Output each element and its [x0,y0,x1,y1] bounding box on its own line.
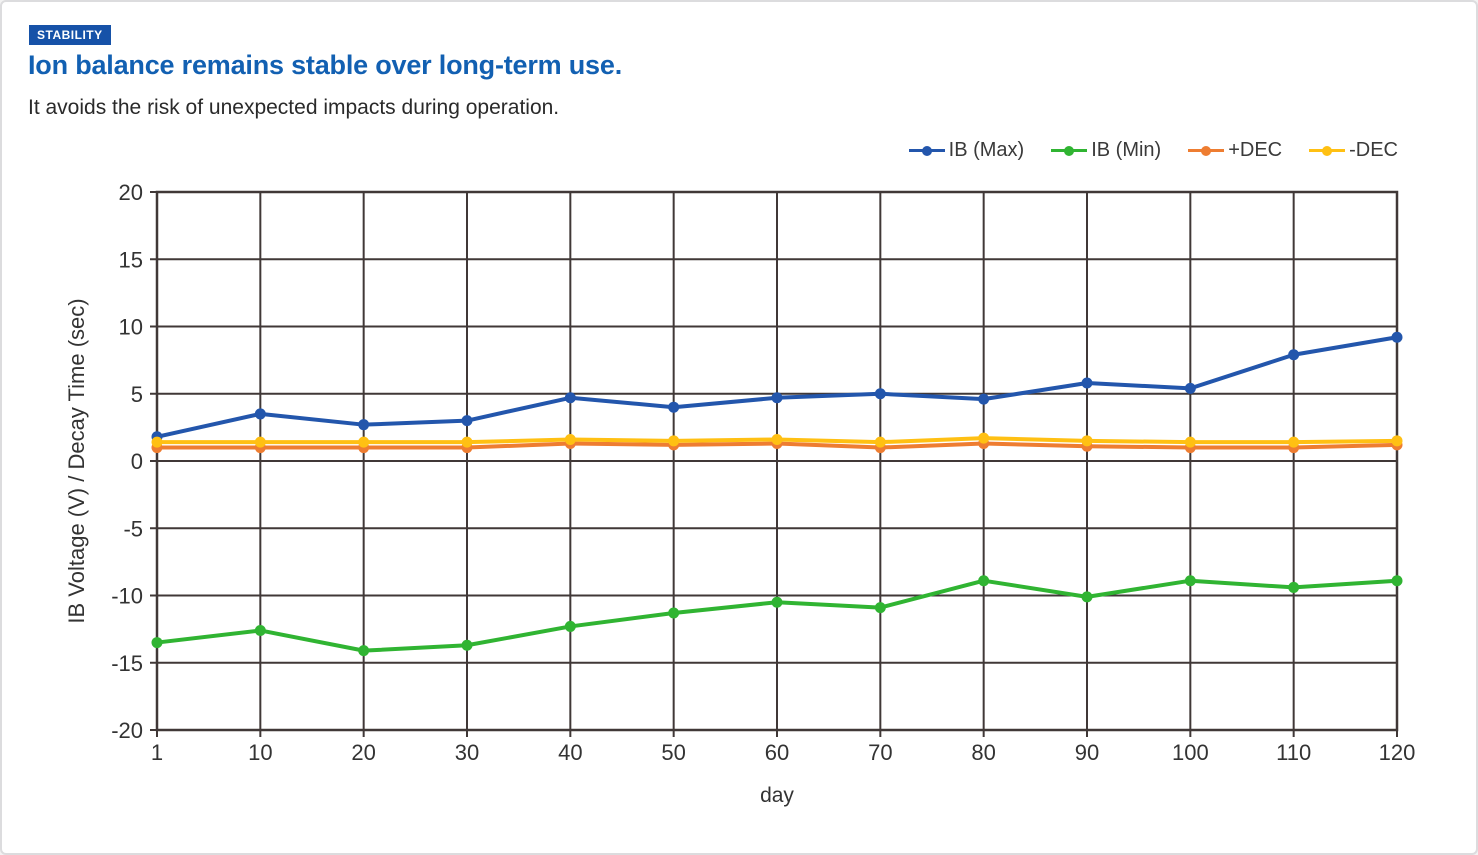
data-point [1081,591,1093,603]
legend-item-plus-dec: +DEC [1188,139,1282,162]
data-point [978,432,990,444]
x-tick-label: 70 [868,740,892,765]
data-point [1184,382,1196,394]
data-point [461,639,473,651]
data-point [771,433,783,445]
data-point [1184,436,1196,448]
legend-label: IB (Max) [948,139,1025,161]
data-point [1288,349,1300,361]
plot-border [155,190,1399,732]
y-tick-label: 5 [131,382,143,407]
y-tick-label: 20 [119,180,143,205]
x-tick-label: 100 [1172,740,1209,765]
data-point [151,637,163,649]
data-point [978,393,990,405]
x-tick-label: 50 [661,740,685,765]
legend-item-minus-dec: -DEC [1309,139,1398,162]
legend-label: +DEC [1228,139,1283,161]
data-point [1288,581,1300,593]
data-point [771,596,783,608]
data-point [1288,436,1300,448]
x-tick-label: 20 [351,740,375,765]
x-tick-label: 60 [765,740,789,765]
y-tick-label: -20 [111,718,143,743]
legend-marker-icon [1188,145,1225,156]
data-point [771,392,783,404]
data-point [874,436,886,448]
legend-label: IB (Min) [1091,139,1162,161]
data-point [668,401,680,413]
legend-label: -DEC [1349,139,1398,161]
data-point [1081,435,1093,447]
stability-badge: STABILITY [29,25,111,46]
data-point [358,645,370,657]
data-point [668,607,680,619]
x-tick-label: 90 [1075,740,1099,765]
data-point [254,436,266,448]
legend-dot-icon [1201,145,1212,156]
data-point [1184,575,1196,587]
data-point [874,388,886,400]
legend-marker-icon [1309,145,1346,156]
legend-marker-icon [908,145,945,156]
x-tick-label: 110 [1276,740,1311,765]
x-tick-label: 80 [971,740,995,765]
data-point [254,408,266,420]
data-point [1391,435,1403,447]
data-point [461,436,473,448]
data-point [1391,575,1403,587]
y-tick-label: 0 [131,449,143,474]
data-point [1391,331,1403,343]
data-point [564,620,576,632]
data-point [358,419,370,431]
page-subtitle: It avoids the risk of unexpected impacts… [28,96,560,119]
data-point [358,436,370,448]
legend-marker-icon [1051,145,1088,156]
legend-item-ib-min: IB (Min) [1051,139,1161,162]
y-tick-label: -5 [123,516,143,541]
y-axis-title: IB Voltage (V) / Decay Time (sec) [64,298,89,623]
y-tick-label: 10 [119,315,143,340]
legend-dot-icon [1064,145,1075,156]
data-point [254,624,266,636]
x-tick-label: 1 [151,740,163,765]
data-point [151,436,163,448]
x-tick-label: 30 [455,740,479,765]
legend-dot-icon [1322,145,1333,156]
chart-legend: IB (Max) IB (Min) +DEC -DEC [908,139,1398,162]
data-point [461,415,473,427]
x-tick-label: 40 [558,740,582,765]
x-tick-label: 10 [248,740,272,765]
legend-dot-icon [921,145,932,156]
data-point [978,575,990,587]
y-tick-label: -10 [111,584,143,609]
y-tick-label: -15 [111,651,143,676]
data-point [874,602,886,614]
data-point [1081,377,1093,389]
data-point [668,435,680,447]
data-point [564,392,576,404]
data-point [564,433,576,445]
legend-item-ib-max: IB (Max) [908,139,1025,162]
page-title: Ion balance remains stable over long-ter… [28,50,622,80]
y-tick-label: 15 [119,247,143,272]
x-axis-title: day [760,784,794,807]
x-tick-label: 120 [1379,740,1416,765]
